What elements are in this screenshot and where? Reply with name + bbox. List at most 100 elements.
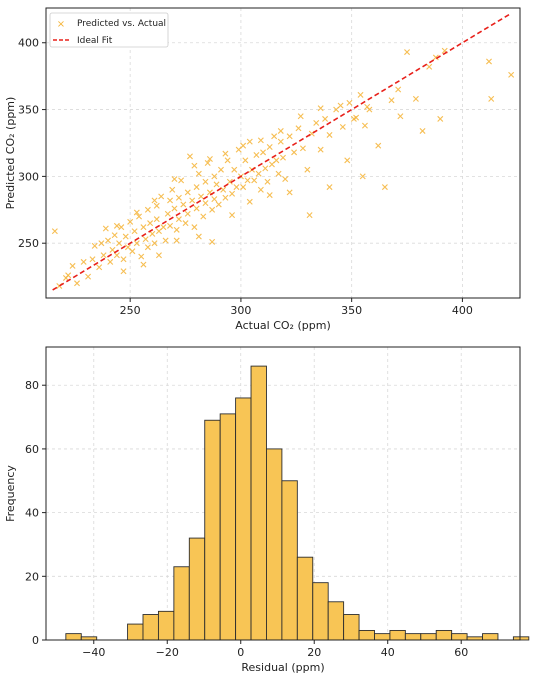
scatter-point	[122, 233, 129, 240]
scatter-point	[359, 173, 366, 180]
scatter-point	[193, 184, 200, 191]
ideal-fit-line	[52, 12, 512, 291]
scatter-point	[277, 138, 284, 145]
histogram-bar	[157, 610, 175, 641]
histogram-bar	[219, 413, 237, 641]
scatter-point	[147, 220, 154, 227]
scatter-point	[229, 190, 236, 197]
scatter-point	[488, 95, 495, 102]
histogram-bars	[65, 365, 530, 641]
scatter-point	[144, 244, 151, 251]
scatter-point	[195, 233, 202, 240]
scatter-point	[240, 142, 247, 149]
scatter-point	[138, 253, 145, 260]
scatter-x-tick-label: 350	[341, 304, 362, 317]
scatter-point	[339, 123, 346, 130]
scatter-point	[388, 97, 395, 104]
scatter-point	[153, 216, 160, 223]
scatter-point	[231, 166, 238, 173]
scatter-point	[255, 170, 262, 177]
histogram-bar	[312, 582, 329, 641]
histogram-x-tick-label: 20	[307, 646, 321, 659]
scatter-point	[162, 237, 169, 244]
scatter-point	[164, 210, 171, 217]
histogram-y-tick-label: 40	[25, 507, 39, 520]
scatter-point	[91, 242, 98, 249]
histogram-x-tick-label: 40	[381, 646, 395, 659]
scatter-point	[202, 200, 209, 207]
scatter-point	[257, 137, 264, 144]
scatter-point	[51, 228, 58, 235]
scatter-point	[105, 237, 112, 244]
histogram-bar	[296, 556, 314, 641]
scatter-point	[233, 184, 240, 191]
scatter-y-tick-label: 250	[18, 237, 39, 250]
scatter-x-axis-label: Actual CO₂ (ppm)	[235, 319, 330, 332]
scatter-point	[142, 236, 149, 243]
scatter-plot-frame	[45, 7, 521, 299]
scatter-point	[151, 240, 158, 247]
scatter-point	[222, 194, 229, 201]
scatter-x-tick-label: 250	[120, 304, 141, 317]
scatter-point	[149, 230, 156, 237]
scatter-point	[175, 216, 182, 223]
histogram-x-tick-label: −20	[156, 646, 179, 659]
scatter-point	[486, 58, 492, 65]
scatter-y-tick-label: 400	[18, 37, 39, 50]
scatter-point	[158, 193, 165, 200]
scatter-point	[184, 210, 191, 217]
scatter-point	[198, 193, 205, 200]
scatter-point	[118, 224, 125, 231]
scatter-point	[96, 264, 103, 271]
scatter-point	[202, 178, 209, 185]
scatter-point	[271, 133, 278, 140]
scatter-point	[213, 181, 220, 188]
scatter-point	[251, 177, 258, 184]
scatter-point	[224, 157, 231, 164]
scatter-legend: × Predicted vs. Actual Ideal Fit	[49, 12, 169, 48]
histogram-bar	[204, 419, 221, 641]
scatter-point	[217, 166, 224, 173]
scatter-point	[140, 224, 147, 231]
scatter-point	[167, 222, 174, 229]
histogram-ticks: −40 −20 0 20 40 60 0 20 40 60 80	[25, 379, 468, 659]
scatter-point	[304, 166, 311, 173]
histogram-bar	[404, 633, 422, 641]
histogram-bar	[188, 537, 206, 641]
histogram-y-tick-label: 0	[32, 634, 39, 647]
scatter-point	[266, 192, 273, 199]
scatter-point	[178, 177, 185, 184]
histogram-bar	[451, 633, 468, 641]
scatter-point	[260, 149, 267, 156]
scatter-points	[51, 47, 515, 289]
legend-label-ideal-fit: Ideal Fit	[77, 36, 113, 46]
scatter-ticks: 250 300 350 400 250 300 350 400	[18, 37, 473, 317]
scatter-point	[508, 71, 515, 78]
scatter-point	[432, 54, 439, 61]
scatter-point	[419, 127, 426, 134]
scatter-point	[277, 127, 284, 134]
scatter-point	[395, 86, 402, 93]
scatter-point	[211, 196, 218, 203]
scatter-point	[326, 184, 333, 191]
scatter-chart: 250 300 350 400 250 300 350 400 Actual CO₂ (ppm…	[4, 7, 521, 332]
histogram-y-axis-label: Frequency	[4, 465, 17, 522]
scatter-point	[151, 197, 158, 204]
scatter-point	[322, 115, 329, 122]
legend-box	[49, 12, 169, 48]
scatter-point	[206, 156, 213, 163]
scatter-point	[144, 206, 151, 213]
scatter-point	[211, 173, 218, 180]
scatter-point	[171, 176, 178, 183]
scatter-y-tick-label: 300	[18, 170, 39, 183]
histogram-bar	[420, 633, 437, 641]
histogram-y-tick-label: 20	[25, 570, 39, 583]
histogram-y-tick-label: 60	[25, 443, 39, 456]
scatter-point	[98, 240, 105, 247]
scatter-point	[337, 102, 344, 109]
scatter-point	[317, 105, 324, 112]
scatter-point	[404, 49, 411, 56]
histogram-x-tick-label: −40	[82, 646, 105, 659]
scatter-point	[133, 209, 140, 216]
